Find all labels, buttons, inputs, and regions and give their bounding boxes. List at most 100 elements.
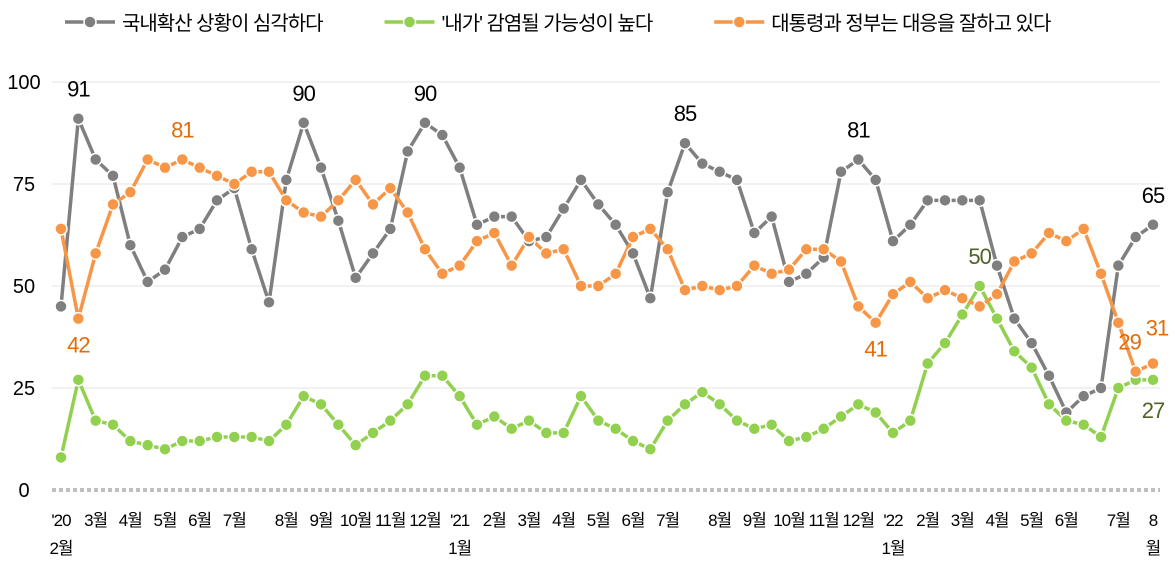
data-point xyxy=(1059,413,1074,428)
data-point xyxy=(626,230,640,244)
data-point xyxy=(695,279,710,293)
data-point xyxy=(88,152,103,167)
data-label: 81 xyxy=(847,118,870,143)
data-point xyxy=(903,413,918,428)
data-point xyxy=(210,430,224,444)
x-tick-label: 7월 xyxy=(1106,511,1131,530)
data-point xyxy=(227,177,242,191)
data-point xyxy=(695,385,710,399)
data-point xyxy=(834,409,848,424)
x-tick-label: 8월 xyxy=(708,511,732,530)
data-point xyxy=(695,156,710,171)
data-point xyxy=(643,442,658,456)
data-point xyxy=(54,222,68,236)
data-point xyxy=(851,152,866,167)
data-point xyxy=(1007,254,1022,269)
data-point xyxy=(574,389,588,403)
data-label: 65 xyxy=(1142,183,1165,208)
data-point xyxy=(1076,222,1091,236)
data-point xyxy=(816,422,831,436)
data-label: 41 xyxy=(864,337,887,362)
data-point xyxy=(764,267,779,281)
y-tick-label: 0 xyxy=(18,480,29,502)
data-point xyxy=(556,426,571,440)
data-point xyxy=(990,311,1004,326)
data-point xyxy=(470,218,484,232)
data-point xyxy=(314,160,328,175)
legend-marker xyxy=(83,15,97,29)
data-label: 31 xyxy=(1146,316,1169,341)
data-point xyxy=(504,422,519,436)
data-point xyxy=(712,283,727,297)
data-point xyxy=(868,405,883,420)
data-point xyxy=(522,230,536,244)
data-point xyxy=(782,262,796,277)
data-point xyxy=(88,413,103,428)
data-point xyxy=(192,160,207,175)
data-point xyxy=(418,242,432,257)
data-point xyxy=(591,197,606,212)
data-point xyxy=(262,434,276,448)
data-label: 85 xyxy=(674,101,697,126)
data-point xyxy=(764,417,779,432)
x-tick-label: 8월 xyxy=(274,511,299,530)
data-point xyxy=(608,218,623,232)
data-point xyxy=(296,205,311,220)
x-tick-label: 4월 xyxy=(552,511,576,530)
data-point xyxy=(1146,356,1160,371)
data-label: 42 xyxy=(67,333,90,358)
data-point xyxy=(1094,381,1108,395)
data-point xyxy=(747,258,762,273)
data-label: 29 xyxy=(1118,330,1141,355)
data-point xyxy=(730,279,744,293)
data-point xyxy=(903,275,918,289)
data-point xyxy=(1111,258,1126,273)
data-point xyxy=(54,450,68,465)
data-point xyxy=(210,193,224,208)
x-tick-label: 3월 xyxy=(84,511,108,530)
data-point xyxy=(452,160,467,175)
data-point xyxy=(296,116,311,130)
x-tick-label: 7월 xyxy=(656,511,680,530)
y-tick-label: 75 xyxy=(13,174,35,196)
data-point xyxy=(938,193,952,208)
data-point xyxy=(383,222,398,236)
x-tick-label: '22 1월 xyxy=(881,511,905,558)
data-point xyxy=(834,254,848,269)
data-point xyxy=(296,389,311,403)
data-point xyxy=(1024,360,1039,375)
data-point xyxy=(955,307,970,322)
data-point xyxy=(1007,344,1022,359)
data-point xyxy=(418,369,432,383)
data-point xyxy=(192,434,207,448)
data-point xyxy=(660,185,675,199)
data-point xyxy=(920,356,935,371)
y-tick-label: 50 xyxy=(13,276,35,298)
x-tick-label: 6월 xyxy=(188,511,212,530)
data-point xyxy=(556,201,571,216)
data-point xyxy=(591,413,606,428)
data-point xyxy=(383,181,398,195)
data-point xyxy=(1094,267,1108,281)
data-point xyxy=(591,279,606,293)
data-point xyxy=(262,295,276,310)
data-point xyxy=(452,389,467,403)
legend-marker xyxy=(732,15,746,29)
x-tick-label: 5월 xyxy=(1020,511,1044,530)
data-point xyxy=(331,213,346,228)
data-point xyxy=(643,222,658,236)
data-point xyxy=(1042,397,1056,412)
data-point xyxy=(348,438,363,452)
x-tick-label: 10월 xyxy=(339,511,373,530)
data-point xyxy=(504,258,519,273)
x-tick-label: 4월 xyxy=(985,511,1009,530)
data-point xyxy=(435,267,450,281)
data-point xyxy=(400,205,415,220)
data-point xyxy=(123,238,138,252)
data-point xyxy=(227,430,242,444)
x-tick-label: 11월 xyxy=(808,511,840,530)
data-point xyxy=(314,209,328,224)
data-point xyxy=(175,152,190,167)
data-point xyxy=(1042,226,1056,240)
